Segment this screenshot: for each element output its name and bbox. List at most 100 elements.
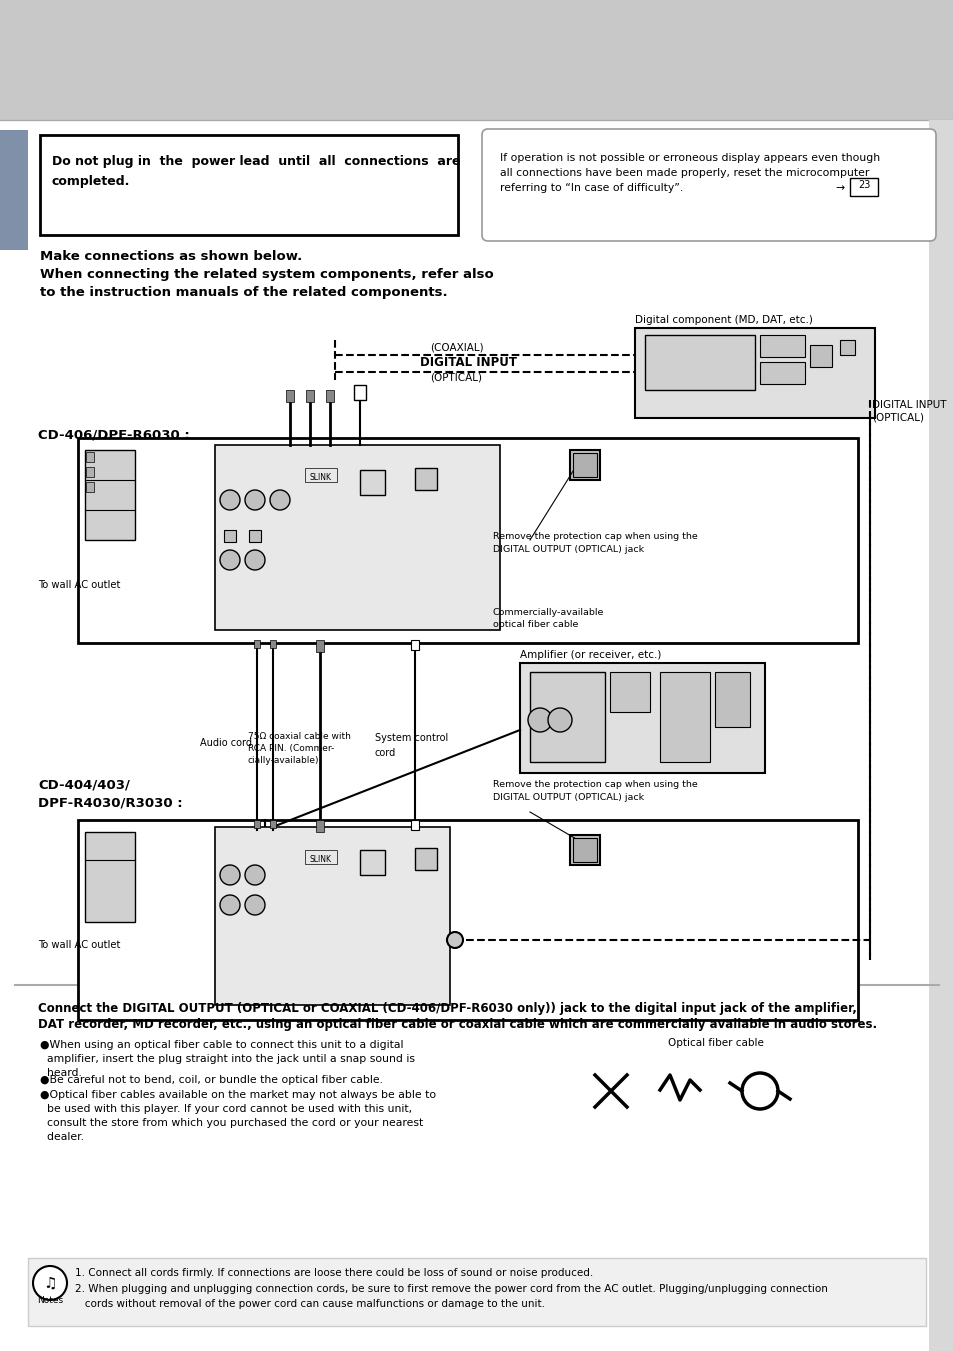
Circle shape — [447, 932, 462, 948]
Bar — [86, 482, 94, 492]
Bar — [305, 850, 336, 865]
Bar — [530, 671, 604, 762]
Text: be used with this player. If your cord cannot be used with this unit,: be used with this player. If your cord c… — [40, 1104, 412, 1115]
Text: 75Ω coaxial cable with: 75Ω coaxial cable with — [248, 732, 351, 740]
Text: to the instruction manuals of the related components.: to the instruction manuals of the relate… — [40, 286, 447, 299]
Text: heard.: heard. — [40, 1069, 82, 1078]
Text: amplifier, insert the plug straight into the jack until a snap sound is: amplifier, insert the plug straight into… — [40, 1054, 415, 1065]
Text: cially-available): cially-available) — [248, 757, 319, 765]
Bar — [573, 838, 597, 862]
Text: Digital component (MD, DAT, etc.): Digital component (MD, DAT, etc.) — [635, 315, 812, 326]
Text: Notes: Notes — [37, 1296, 63, 1305]
Circle shape — [245, 865, 265, 885]
Text: ●When using an optical fiber cable to connect this unit to a digital: ●When using an optical fiber cable to co… — [40, 1040, 403, 1050]
Text: If operation is not possible or erroneous display appears even though: If operation is not possible or erroneou… — [499, 153, 880, 163]
Bar — [415, 848, 436, 870]
Bar — [573, 453, 597, 477]
Bar — [849, 178, 877, 196]
FancyBboxPatch shape — [481, 128, 935, 240]
Text: Remove the protection cap when using the: Remove the protection cap when using the — [493, 532, 697, 540]
Bar — [85, 450, 135, 540]
Text: 1. Connect all cords firmly. If connections are loose there could be loss of sou: 1. Connect all cords firmly. If connecti… — [75, 1269, 593, 1278]
Bar — [644, 335, 754, 390]
Bar — [609, 671, 649, 712]
Bar — [928, 120, 953, 1351]
Bar — [86, 453, 94, 462]
Text: DIGITAL OUTPUT (OPTICAL) jack: DIGITAL OUTPUT (OPTICAL) jack — [493, 793, 643, 802]
Bar — [411, 820, 418, 830]
Bar — [714, 671, 749, 727]
Text: cords without removal of the power cord can cause malfunctions or damage to the : cords without removal of the power cord … — [75, 1300, 544, 1309]
Text: CD-404/403/: CD-404/403/ — [38, 778, 130, 790]
Text: 2. When plugging and unplugging connection cords, be sure to first remove the po: 2. When plugging and unplugging connecti… — [75, 1283, 827, 1294]
Bar — [326, 390, 334, 403]
Text: When connecting the related system components, refer also: When connecting the related system compo… — [40, 267, 494, 281]
Bar — [28, 1258, 925, 1325]
Text: CD-406/DPF-R6030 :: CD-406/DPF-R6030 : — [38, 428, 190, 440]
Bar — [270, 640, 275, 648]
Bar — [224, 530, 235, 542]
Bar — [78, 438, 857, 643]
Bar — [78, 820, 857, 1020]
Bar — [635, 328, 874, 417]
Circle shape — [220, 490, 240, 509]
Text: optical fiber cable: optical fiber cable — [493, 620, 578, 630]
Text: DPF-R4030/R3030 :: DPF-R4030/R3030 : — [38, 796, 182, 809]
Text: RCA PIN. (Commer-: RCA PIN. (Commer- — [248, 744, 334, 753]
Text: completed.: completed. — [52, 176, 131, 188]
Text: (OPTICAL): (OPTICAL) — [430, 373, 481, 382]
Text: Remove the protection cap when using the: Remove the protection cap when using the — [493, 780, 697, 789]
Text: all connections have been made properly, reset the microcomputer: all connections have been made properly,… — [499, 168, 868, 178]
Text: DIGITAL OUTPUT (OPTICAL) jack: DIGITAL OUTPUT (OPTICAL) jack — [493, 544, 643, 554]
Text: SLINK: SLINK — [310, 473, 332, 482]
Text: ●Be careful not to bend, coil, or bundle the optical fiber cable.: ●Be careful not to bend, coil, or bundle… — [40, 1075, 382, 1085]
Text: (COAXIAL): (COAXIAL) — [430, 342, 483, 353]
Circle shape — [245, 490, 265, 509]
Text: ♫: ♫ — [43, 1275, 57, 1290]
Bar — [286, 390, 294, 403]
Circle shape — [220, 550, 240, 570]
Bar — [315, 820, 324, 832]
Bar — [253, 820, 260, 828]
Bar — [214, 444, 499, 630]
Text: System control: System control — [375, 734, 448, 743]
Bar — [249, 530, 261, 542]
Bar — [305, 467, 336, 482]
Bar — [86, 467, 94, 477]
Text: DIGITAL INPUT: DIGITAL INPUT — [871, 400, 945, 409]
Text: To wall AC outlet: To wall AC outlet — [38, 580, 120, 590]
Bar — [359, 470, 385, 494]
Circle shape — [245, 894, 265, 915]
Bar — [359, 850, 385, 875]
Bar — [760, 362, 804, 384]
Bar — [270, 820, 275, 828]
Text: DIGITAL INPUT: DIGITAL INPUT — [419, 357, 517, 369]
Text: DAT recorder, MD recorder, etc., using an optical fiber cable or coaxial cable w: DAT recorder, MD recorder, etc., using a… — [38, 1019, 876, 1031]
Text: SLINK: SLINK — [310, 855, 332, 865]
Bar — [0, 130, 28, 250]
Text: →: → — [834, 182, 843, 193]
Text: Make connections as shown below.: Make connections as shown below. — [40, 250, 302, 263]
Bar — [569, 450, 599, 480]
Text: Connect the DIGITAL OUTPUT (OPTICAL or COAXIAL (CD-406/DPF-R6030 only)) jack to : Connect the DIGITAL OUTPUT (OPTICAL or C… — [38, 1002, 856, 1015]
Text: consult the store from which you purchased the cord or your nearest: consult the store from which you purchas… — [40, 1119, 423, 1128]
Bar — [40, 135, 457, 235]
Circle shape — [220, 865, 240, 885]
Text: referring to “In case of difficulty”.: referring to “In case of difficulty”. — [499, 182, 682, 193]
Text: 23: 23 — [857, 180, 869, 190]
Circle shape — [245, 550, 265, 570]
Circle shape — [220, 894, 240, 915]
Text: Amplifier (or receiver, etc.): Amplifier (or receiver, etc.) — [519, 650, 660, 661]
Bar — [214, 827, 450, 1005]
Circle shape — [527, 708, 552, 732]
Bar — [569, 835, 599, 865]
Text: To wall AC outlet: To wall AC outlet — [38, 940, 120, 950]
Text: Do not plug in  the  power lead  until  all  connections  are: Do not plug in the power lead until all … — [52, 155, 460, 168]
Bar — [415, 467, 436, 490]
Bar — [659, 671, 709, 762]
Bar — [315, 640, 324, 653]
Bar — [809, 345, 831, 367]
Circle shape — [33, 1266, 67, 1300]
Bar — [306, 390, 314, 403]
Text: Commercially-available: Commercially-available — [493, 608, 604, 617]
